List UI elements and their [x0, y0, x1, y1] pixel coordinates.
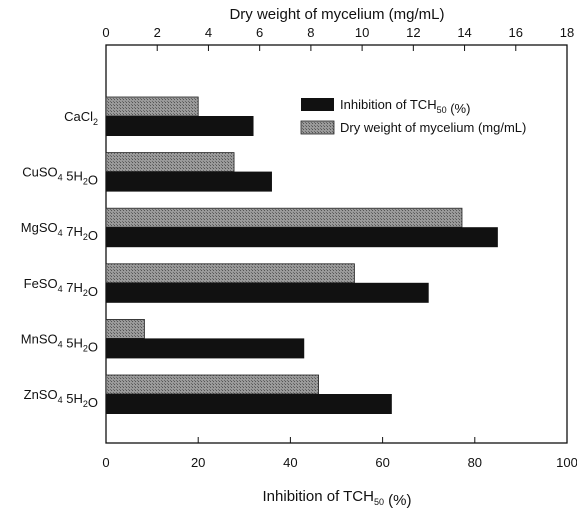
x-top-tick-label: 0	[102, 25, 109, 40]
x-top-tick-label: 16	[509, 25, 523, 40]
legend-swatch-inhibition	[301, 98, 334, 111]
x-bottom-axis-title: Inhibition of TCH50 (%)	[263, 488, 412, 509]
x-top-tick-label: 10	[355, 25, 369, 40]
plot-area: CaCl2 CuSO4 5H2O MgSO4 7H2O FeSO4 7H2O MnSO4…	[21, 6, 577, 509]
bar-inhibition	[106, 116, 254, 136]
bar-inhibition	[106, 338, 305, 359]
bar-dry-weight	[105, 318, 145, 339]
category-label: ZnSO4 5H2O	[24, 387, 98, 410]
legend-swatch-dry-weight	[300, 120, 335, 135]
x-top-tick-label: 8	[307, 25, 314, 40]
x-top-tick-label: 18	[560, 25, 574, 40]
bar-inhibition	[106, 394, 392, 414]
category-label: CuSO4 5H2O	[22, 165, 98, 188]
bar-inhibition	[106, 171, 272, 192]
legend-label-inhibition: Inhibition of TCH50 (%)	[340, 97, 470, 116]
x-bottom-tick-label: 40	[283, 455, 297, 470]
x-bottom-tick-label: 60	[375, 455, 389, 470]
bar-dry-weight	[105, 263, 355, 284]
bar-dry-weight	[105, 96, 199, 117]
x-bottom-tick-label: 0	[102, 455, 109, 470]
bar-inhibition	[106, 227, 498, 248]
x-top-tick-label: 14	[457, 25, 471, 40]
category-label: FeSO4 7H2O	[24, 276, 98, 299]
x-bottom-tick-label: 80	[468, 455, 482, 470]
category-label: MnSO4 5H2O	[21, 331, 98, 354]
x-bottom-tick-label: 100	[556, 455, 577, 470]
category-label: CaCl2	[64, 109, 98, 127]
legend-label-dry-weight: Dry weight of mycelium (mg/mL)	[340, 120, 526, 135]
x-top-axis-title: Dry weight of mycelium (mg/mL)	[229, 6, 444, 23]
x-top-tick-label: 2	[154, 25, 161, 40]
bar-inhibition	[106, 282, 429, 303]
x-top-tick-label: 6	[256, 25, 263, 40]
bar-dry-weight	[105, 374, 319, 395]
x-top-tick-label: 12	[406, 25, 420, 40]
bar-dry-weight	[105, 207, 463, 228]
x-top-tick-label: 4	[205, 25, 212, 40]
category-label: MgSO4 7H2O	[21, 220, 98, 243]
x-bottom-tick-label: 20	[191, 455, 205, 470]
bar-dry-weight	[105, 152, 235, 173]
